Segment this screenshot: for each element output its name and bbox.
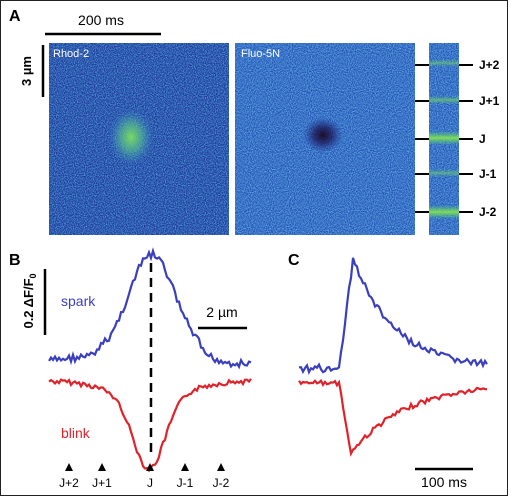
junction-arrow-label: J — [147, 476, 153, 490]
space-scale-label-b: 2 µm — [206, 304, 237, 320]
junction-arrow-label: J+2 — [59, 476, 79, 490]
junction-arrow-label: J+1 — [92, 476, 112, 490]
junction-label: J-2 — [479, 205, 497, 219]
junction-arrow-label: J-2 — [213, 476, 230, 490]
junction-arrow — [146, 463, 154, 471]
blink-trace-c — [298, 378, 488, 457]
junction-label: J-1 — [479, 167, 497, 181]
fluo5n-linescan-image — [235, 43, 415, 235]
amplitude-scale-sub: 0 — [28, 273, 38, 278]
time-scale-label-a: 200 ms — [78, 12, 124, 28]
junction-arrow — [181, 463, 189, 471]
junction-label: J+1 — [479, 94, 500, 108]
junction-arrow-markers: J+2 J+1 J J-1 J-2 — [59, 463, 230, 490]
amplitude-scale-main: 0.2 ΔF/F — [21, 278, 36, 328]
junction-arrow — [65, 463, 73, 471]
junction-ticks-right: J+2 J+1 J J-1 J-2 — [459, 58, 500, 219]
panel-label-b: B — [9, 252, 21, 269]
rhod2-linescan-image — [49, 43, 229, 235]
junction-label: J — [479, 132, 486, 146]
panel-label-c: C — [288, 252, 300, 269]
time-scale-label-c: 100 ms — [421, 474, 467, 490]
junction-ticks-left — [415, 64, 429, 213]
rhod2-label: Rhod-2 — [53, 48, 89, 60]
fluo5n-label: Fluo-5N — [241, 48, 280, 60]
blink-label: blink — [61, 425, 91, 441]
spark-trace-b — [48, 247, 252, 370]
junction-arrow — [98, 463, 106, 471]
spark-label: spark — [61, 293, 96, 309]
amplitude-scale-label-b: 0.2 ΔF/F0 — [21, 273, 38, 328]
spark-trace-c — [298, 257, 488, 375]
junction-label: J+2 — [479, 58, 500, 72]
panel-label-a: A — [9, 8, 21, 25]
junction-arrow-label: J-1 — [177, 476, 194, 490]
junction-strip-image — [429, 43, 459, 235]
space-scale-label-a: 3 µm — [19, 56, 34, 86]
junction-arrow — [217, 463, 225, 471]
